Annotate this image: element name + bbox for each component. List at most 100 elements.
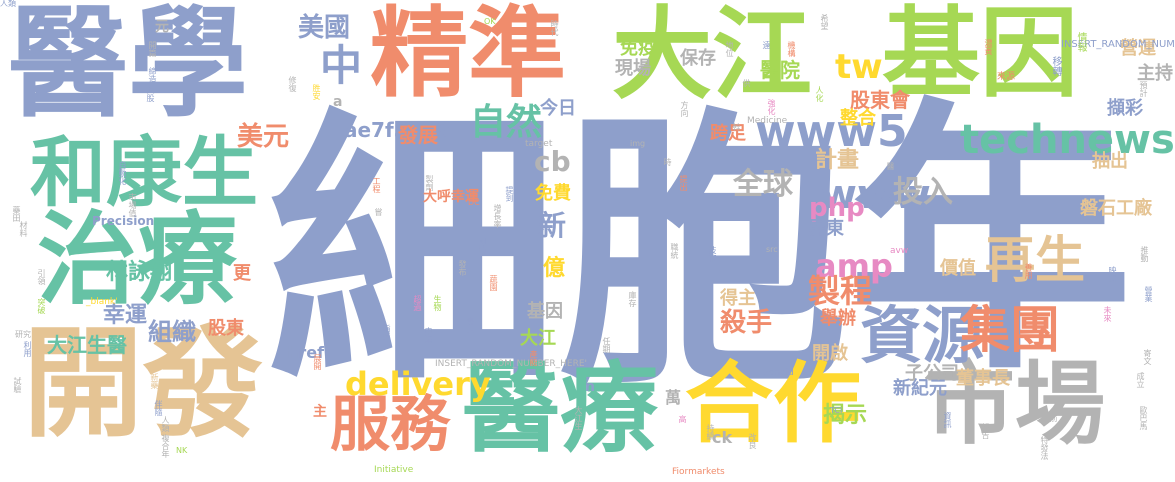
cloud-word: 專長 [466, 317, 475, 333]
cloud-word: 人化 [815, 86, 824, 102]
cloud-word: Initiative [374, 465, 414, 475]
cloud-word: 利用 [23, 341, 32, 357]
cloud-word: 技術 [708, 246, 717, 262]
cloud-word: 自然 [470, 102, 543, 143]
cloud-word: 元 [155, 19, 169, 35]
cloud-word: 修復 [288, 76, 297, 92]
cloud-word: 遠 [762, 41, 771, 49]
cloud-word: 開發 [23, 315, 263, 454]
cloud-word: 擷彩 [1107, 98, 1143, 119]
cloud-word: 更 [233, 263, 251, 284]
cloud-word: INSERT_RANDOM_NUM [1061, 39, 1175, 50]
cloud-word: 董事長 [956, 368, 1010, 389]
cloud-word: Medicine [747, 116, 788, 126]
cloud-word: 屏東 [808, 218, 844, 239]
cloud-word: 億 [543, 256, 566, 281]
cloud-word: php [809, 193, 865, 223]
cloud-word: 治療 [37, 201, 237, 318]
cloud-word: 自動化 [118, 161, 127, 185]
cloud-word: 得主 [720, 288, 756, 309]
cloud-word: 萬 [665, 388, 682, 407]
cloud-word: 強化 [767, 99, 776, 115]
cloud-word: 提出 [679, 175, 688, 191]
cloud-word: 蔬園 [489, 275, 498, 291]
cloud-word: delivery [345, 365, 491, 403]
cloud-word: 主 [313, 404, 327, 420]
cloud-word: target [525, 139, 553, 149]
cloud-word: 增長率 [493, 204, 502, 228]
cloud-word: 股東會 [850, 88, 910, 112]
cloud-word: 預計 [1139, 81, 1148, 97]
cloud-word: 人類 [0, 0, 16, 8]
cloud-word: 大江生 [574, 406, 583, 430]
cloud-word: 持續 [706, 424, 715, 440]
cloud-word: 寄文 [1143, 349, 1152, 365]
cloud-word: 磐石工廠 [1080, 198, 1152, 219]
cloud-word: 報告 [981, 423, 990, 439]
cloud-word: 未來 [1103, 306, 1112, 322]
cloud-word: 幸運 [103, 303, 148, 328]
cloud-word: 年 [848, 76, 1133, 408]
cloud-word: 現場 [615, 58, 651, 79]
cloud-word: 整合 [840, 108, 876, 129]
cloud-word: 抽出 [1092, 151, 1128, 172]
cloud-word: NK [176, 446, 188, 455]
cloud-word: 時 [663, 158, 672, 166]
cloud-word: 濃黃 [984, 39, 993, 55]
cloud-word: 歐巴馬 [1139, 406, 1148, 430]
cloud-word: 職統 [670, 243, 679, 259]
cloud-word: 來源 [997, 72, 1016, 82]
cloud-word: 再生 [985, 231, 1085, 289]
cloud-word: 組織 [148, 318, 196, 346]
cloud-word: cb [534, 145, 571, 178]
cloud-word: 開啟 [812, 343, 848, 364]
cloud-word: 製程 [808, 272, 873, 310]
cloud-word: ae7f5990 [344, 118, 450, 142]
cloud-word: 殺手 [720, 308, 773, 338]
cloud-word: 子公司 [905, 363, 959, 384]
cloud-word: 映揚 [1108, 266, 1117, 282]
cloud-word: 大江 [612, 0, 812, 113]
cloud-word: 供 [742, 79, 751, 87]
cloud-word: 集團 [960, 301, 1060, 359]
cloud-word: 服務 [330, 390, 450, 460]
cloud-word: TCI [830, 406, 843, 415]
cloud-word: 成立 [1136, 372, 1145, 388]
cloud-word: 醫院 [760, 58, 800, 82]
cloud-word: href [287, 343, 325, 362]
cloud-word: 新藥 [150, 373, 159, 389]
cloud-word: 情報 [1075, 32, 1086, 52]
cloud-word: 保存 [680, 48, 716, 69]
cloud-word: img [630, 139, 646, 148]
cloud-word: 免疫 [620, 38, 656, 59]
cloud-word: 市場 [925, 352, 1105, 457]
cloud-word: a [333, 94, 343, 110]
cloud-word: 超過 [413, 295, 422, 311]
cloud-word: 提到 [505, 186, 514, 202]
cloud-word: 特發法 [1040, 436, 1049, 460]
cloud-word: 美國 [298, 13, 351, 43]
cloud-word: 醫 [886, 162, 895, 170]
cloud-word: 醫療 [462, 352, 659, 466]
cloud-word: 任期 [602, 337, 611, 353]
cloud-word: 希望 [820, 14, 829, 30]
cloud-word: 前 [1049, 414, 1058, 422]
cloud-word: n [585, 379, 595, 395]
cloud-word: 胜安 [312, 84, 321, 100]
cloud-word: 營業 [1144, 286, 1153, 302]
cloud-word: 複合年 [161, 434, 170, 458]
cloud-word: 基因 [527, 301, 563, 322]
cloud-word: DC [468, 198, 480, 207]
cloud-word: 人類 [161, 416, 170, 432]
cloud-word: 大呼幸運 [423, 189, 479, 205]
cloud-word: 和康生 [30, 128, 258, 217]
cloud-word: 改良 [748, 433, 757, 449]
cloud-word: 國情 [478, 237, 487, 253]
cloud-word: 入股 [146, 86, 155, 102]
cloud-word: 新 [538, 209, 567, 242]
cloud-word: 材料 [19, 221, 28, 237]
cloud-word: 營運 [1120, 38, 1156, 59]
cloud-word: 突破 [37, 298, 46, 314]
cloud-word: 基因 [882, 0, 1079, 111]
